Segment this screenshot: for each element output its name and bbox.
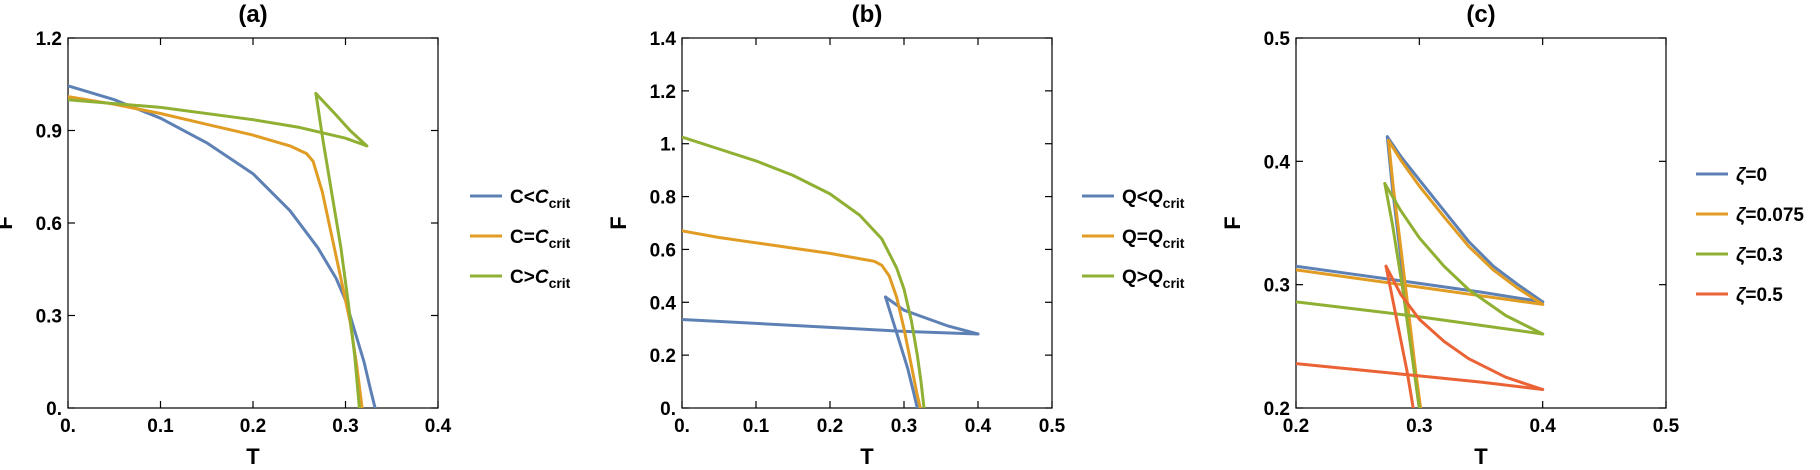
series-line-2-branch-1 [68,95,364,408]
y-tick-label: 0.9 [36,122,62,143]
y-axis-label: F [0,216,17,229]
series-line-3-branch-2 [1383,182,1545,336]
series-line-3-branch-1 [682,135,926,408]
legend-label: Q=Qcrit [1122,227,1185,251]
y-tick-label: 0.5 [1264,29,1291,50]
y-tick-label: 0.2 [1264,399,1290,420]
y-tick-label: 0.8 [650,188,676,209]
series-line-3-branch-3 [314,92,361,408]
series-group [682,135,980,408]
series-line-2-branch-1 [1296,268,1545,306]
series-line-3-branch-3 [1383,182,1421,408]
series-line-1-branch-3 [884,295,919,408]
series-line-1-branch-1 [1296,264,1545,304]
y-tick-label: 0.4 [650,293,677,314]
y-tick-label: 0.3 [36,307,62,328]
series-line-4-branch-1 [1296,362,1545,391]
legend: ζ=0 ζ=0.075 ζ=0.3 ζ=0.5 [1696,165,1804,306]
x-tick-label: 0.3 [1406,416,1432,437]
legend-label: C>Ccrit [510,267,571,291]
plot-frame [681,37,1053,409]
y-tick-label: 1.4 [650,29,677,50]
y-tick-label: 1. [660,135,676,156]
series-line-4-branch-3 [1384,264,1415,408]
x-axis-label: T [246,444,260,469]
legend-label: C=Ccrit [510,227,571,251]
x-tick-label: 0.2 [1283,416,1309,437]
chart-panel-3: (c)0.2 0.3 0.4 0.50.20.30.40.5TFζ=0ζ=0.075ζ… [1220,1,1804,469]
y-tick-label: 1.2 [650,82,676,103]
x-tick-label: 0.2 [817,416,843,437]
series-line-3-branch-2 [314,92,369,148]
chart-panel-2: (b) 0. 0.1 0.2 0.3 0.4 0.5 0. 0.2 0.4 0.6 0.8 1. 1.2 1… [606,1,1185,469]
x-tick-label: 0. [60,416,76,437]
x-tick-label: 0.2 [240,416,266,437]
x-tick-label: 0.5 [1653,416,1680,437]
series-group [1296,135,1545,408]
chart-title: (a) [238,1,267,28]
chart-title: (c) [1466,1,1495,28]
legend-label: ζ=0.075 [1736,205,1804,226]
plot-frame [1295,37,1667,409]
x-axis-label: T [860,444,874,469]
series-line-2-branch-1 [682,229,922,408]
y-tick-label: 0.2 [650,346,676,367]
plot-frame [67,37,439,409]
chart-title: (b) [852,1,883,28]
legend: Q<Qcrit Q=Qcrit Q>Qcrit [1082,187,1185,291]
y-tick-label: 0.4 [1264,152,1291,173]
x-tick-label: 0.3 [891,416,917,437]
x-tick-label: 0.1 [147,416,174,437]
x-tick-label: 0.1 [743,416,770,437]
y-tick-label: 0.3 [1264,276,1290,297]
legend-label: ζ=0.5 [1736,285,1783,306]
x-axis-label: T [1474,444,1488,469]
x-tick-label: 0.4 [425,416,452,437]
y-tick-label: 0. [660,399,676,420]
legend-label: Q>Qcrit [1122,267,1185,291]
series-line-1-branch-1 [682,318,980,336]
series-line-4-branch-2 [1384,264,1545,391]
series-line-1-branch-1 [68,84,377,408]
y-tick-label: 0.6 [36,214,62,235]
legend-label: ζ=0 [1736,165,1767,186]
x-tick-label: 0.4 [1529,416,1556,437]
y-tick-label: 0. [46,399,62,420]
y-tick-label: 0.6 [650,240,676,261]
x-tick-label: 0.4 [965,416,992,437]
legend: C<Ccrit C=Ccrit C>Ccrit [470,187,571,291]
legend-label: C<Ccrit [510,187,571,211]
series-group [68,84,377,408]
x-tick-label: 0. [674,416,690,437]
series-line-3-branch-1 [68,98,369,148]
y-axis-label: F [1220,216,1245,229]
chart-panel-1: (a) 0. 0.1 0.2 0.3 0.4 0. 0.3 0.6 0.9 1.2 T F C<Ccrit… [0,1,571,469]
x-tick-label: 0.3 [332,416,358,437]
series-line-1-branch-2 [1385,135,1545,304]
x-tick-label: 0.5 [1039,416,1066,437]
legend-label: Q<Qcrit [1122,187,1185,211]
legend-label: ζ=0.3 [1736,245,1783,266]
series-line-2-branch-2 [1387,138,1545,306]
y-tick-label: 1.2 [36,29,62,50]
y-axis-label: F [606,216,631,229]
